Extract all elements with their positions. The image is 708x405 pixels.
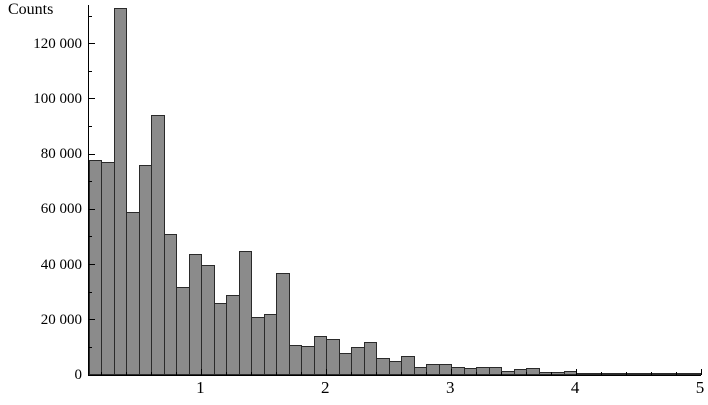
histogram-bar <box>263 314 278 375</box>
histogram-bar <box>151 115 165 375</box>
y-axis-tick <box>89 319 95 321</box>
histogram-bar <box>551 372 565 375</box>
x-axis-minor-tick <box>525 372 527 375</box>
histogram-bar <box>376 358 390 375</box>
y-axis-minor-tick <box>89 346 92 348</box>
plot-area <box>88 5 702 376</box>
y-tick-label: 40 000 <box>40 256 82 273</box>
x-axis-minor-tick <box>475 372 477 375</box>
y-axis-tick <box>89 153 95 155</box>
y-axis-tick <box>89 208 95 210</box>
x-axis-minor-tick <box>250 372 252 375</box>
x-tick-label: 4 <box>570 378 580 397</box>
histogram-bar <box>501 371 515 375</box>
histogram-bar <box>576 373 590 375</box>
histogram-bar <box>163 234 178 375</box>
histogram-bar <box>476 367 490 375</box>
histogram-bar <box>326 339 340 375</box>
x-axis-minor-tick <box>625 372 627 375</box>
histogram-bar <box>363 342 378 375</box>
x-axis-minor-tick <box>500 372 502 375</box>
y-axis-tick <box>89 264 95 266</box>
y-tick-label: 120 000 <box>33 35 82 52</box>
histogram-bar <box>213 303 228 375</box>
x-axis-minor-tick <box>675 372 677 375</box>
y-axis-minor-tick <box>89 181 92 183</box>
y-axis-minor-tick <box>89 236 92 238</box>
histogram-bar <box>651 373 665 375</box>
x-axis-minor-tick <box>225 372 227 375</box>
histogram-bar <box>451 367 465 375</box>
histogram-bar <box>238 251 253 375</box>
x-axis-tick <box>575 369 577 375</box>
histogram-bar <box>126 212 140 375</box>
x-axis-minor-tick <box>550 372 552 375</box>
histogram-bar <box>201 265 215 375</box>
x-tick-label: 1 <box>196 378 205 397</box>
x-tick-label: 5 <box>695 378 705 397</box>
x-axis-minor-tick <box>175 372 177 375</box>
y-tick-label: 80 000 <box>40 146 82 163</box>
x-axis-minor-tick <box>350 372 352 375</box>
y-axis-minor-tick <box>89 125 92 127</box>
x-axis-tick <box>200 369 202 375</box>
histogram-bar <box>526 368 540 375</box>
x-axis-minor-tick <box>650 372 652 375</box>
x-axis-minor-tick <box>375 372 377 375</box>
y-axis-title: Counts <box>8 1 54 18</box>
histogram-bar <box>676 373 690 375</box>
y-tick-label: 60 000 <box>40 201 82 218</box>
histogram-bar <box>226 295 240 375</box>
x-axis-minor-tick <box>125 372 127 375</box>
x-axis-minor-tick <box>275 372 277 375</box>
y-axis-minor-tick <box>89 70 92 72</box>
x-tick-label: 2 <box>321 378 330 397</box>
x-axis-minor-tick <box>150 372 152 375</box>
x-axis-tick <box>450 369 452 375</box>
x-axis-minor-tick <box>425 372 427 375</box>
y-axis-tick <box>89 43 95 45</box>
histogram-bar <box>138 165 153 375</box>
y-tick-label: 20 000 <box>40 311 82 328</box>
histogram-bar <box>176 287 190 375</box>
x-axis-minor-tick <box>100 372 102 375</box>
histogram-bar <box>251 317 265 375</box>
histogram-bar <box>426 364 440 375</box>
y-tick-label: 0 <box>74 367 83 383</box>
y-axis-tick <box>89 98 95 100</box>
histogram-bar <box>288 345 303 375</box>
x-axis-tick <box>325 369 327 375</box>
histogram-bar <box>188 254 203 375</box>
y-axis-tick <box>89 374 95 376</box>
y-axis-minor-tick <box>89 15 92 17</box>
y-tick-label: 100 000 <box>33 90 82 107</box>
x-axis-minor-tick <box>400 372 402 375</box>
histogram-bar <box>113 8 128 375</box>
histogram-bar <box>401 356 415 375</box>
histogram-bar <box>351 347 365 375</box>
x-axis-minor-tick <box>300 372 302 375</box>
histogram-bar <box>89 160 103 375</box>
histogram-bar <box>601 373 615 375</box>
x-tick-label: 3 <box>445 378 455 397</box>
y-axis-minor-tick <box>89 291 92 293</box>
x-axis-minor-tick <box>600 372 602 375</box>
histogram-bar <box>626 373 640 375</box>
histogram-bar <box>301 346 315 375</box>
histogram-bar <box>101 162 115 375</box>
histogram-bar <box>276 273 290 375</box>
x-axis-tick <box>700 369 702 375</box>
